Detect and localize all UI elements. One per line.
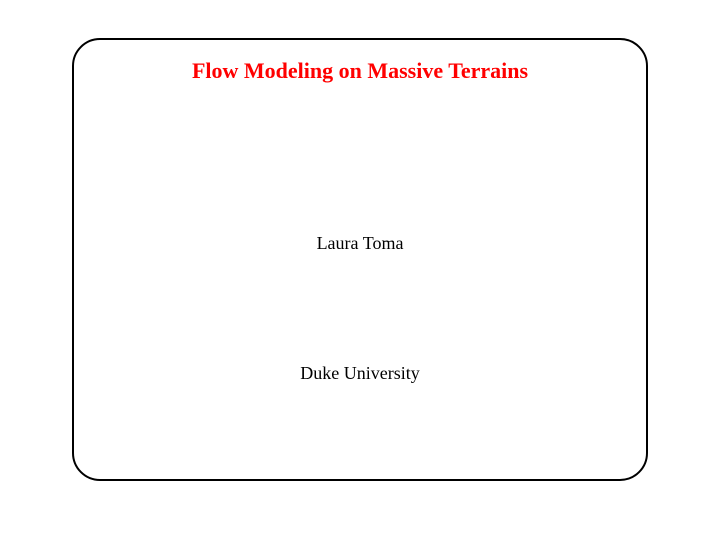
slide-affiliation: Duke University xyxy=(74,363,646,384)
slide-frame: Flow Modeling on Massive Terrains Laura … xyxy=(72,38,648,481)
slide-title: Flow Modeling on Massive Terrains xyxy=(74,58,646,84)
slide-author: Laura Toma xyxy=(74,233,646,254)
